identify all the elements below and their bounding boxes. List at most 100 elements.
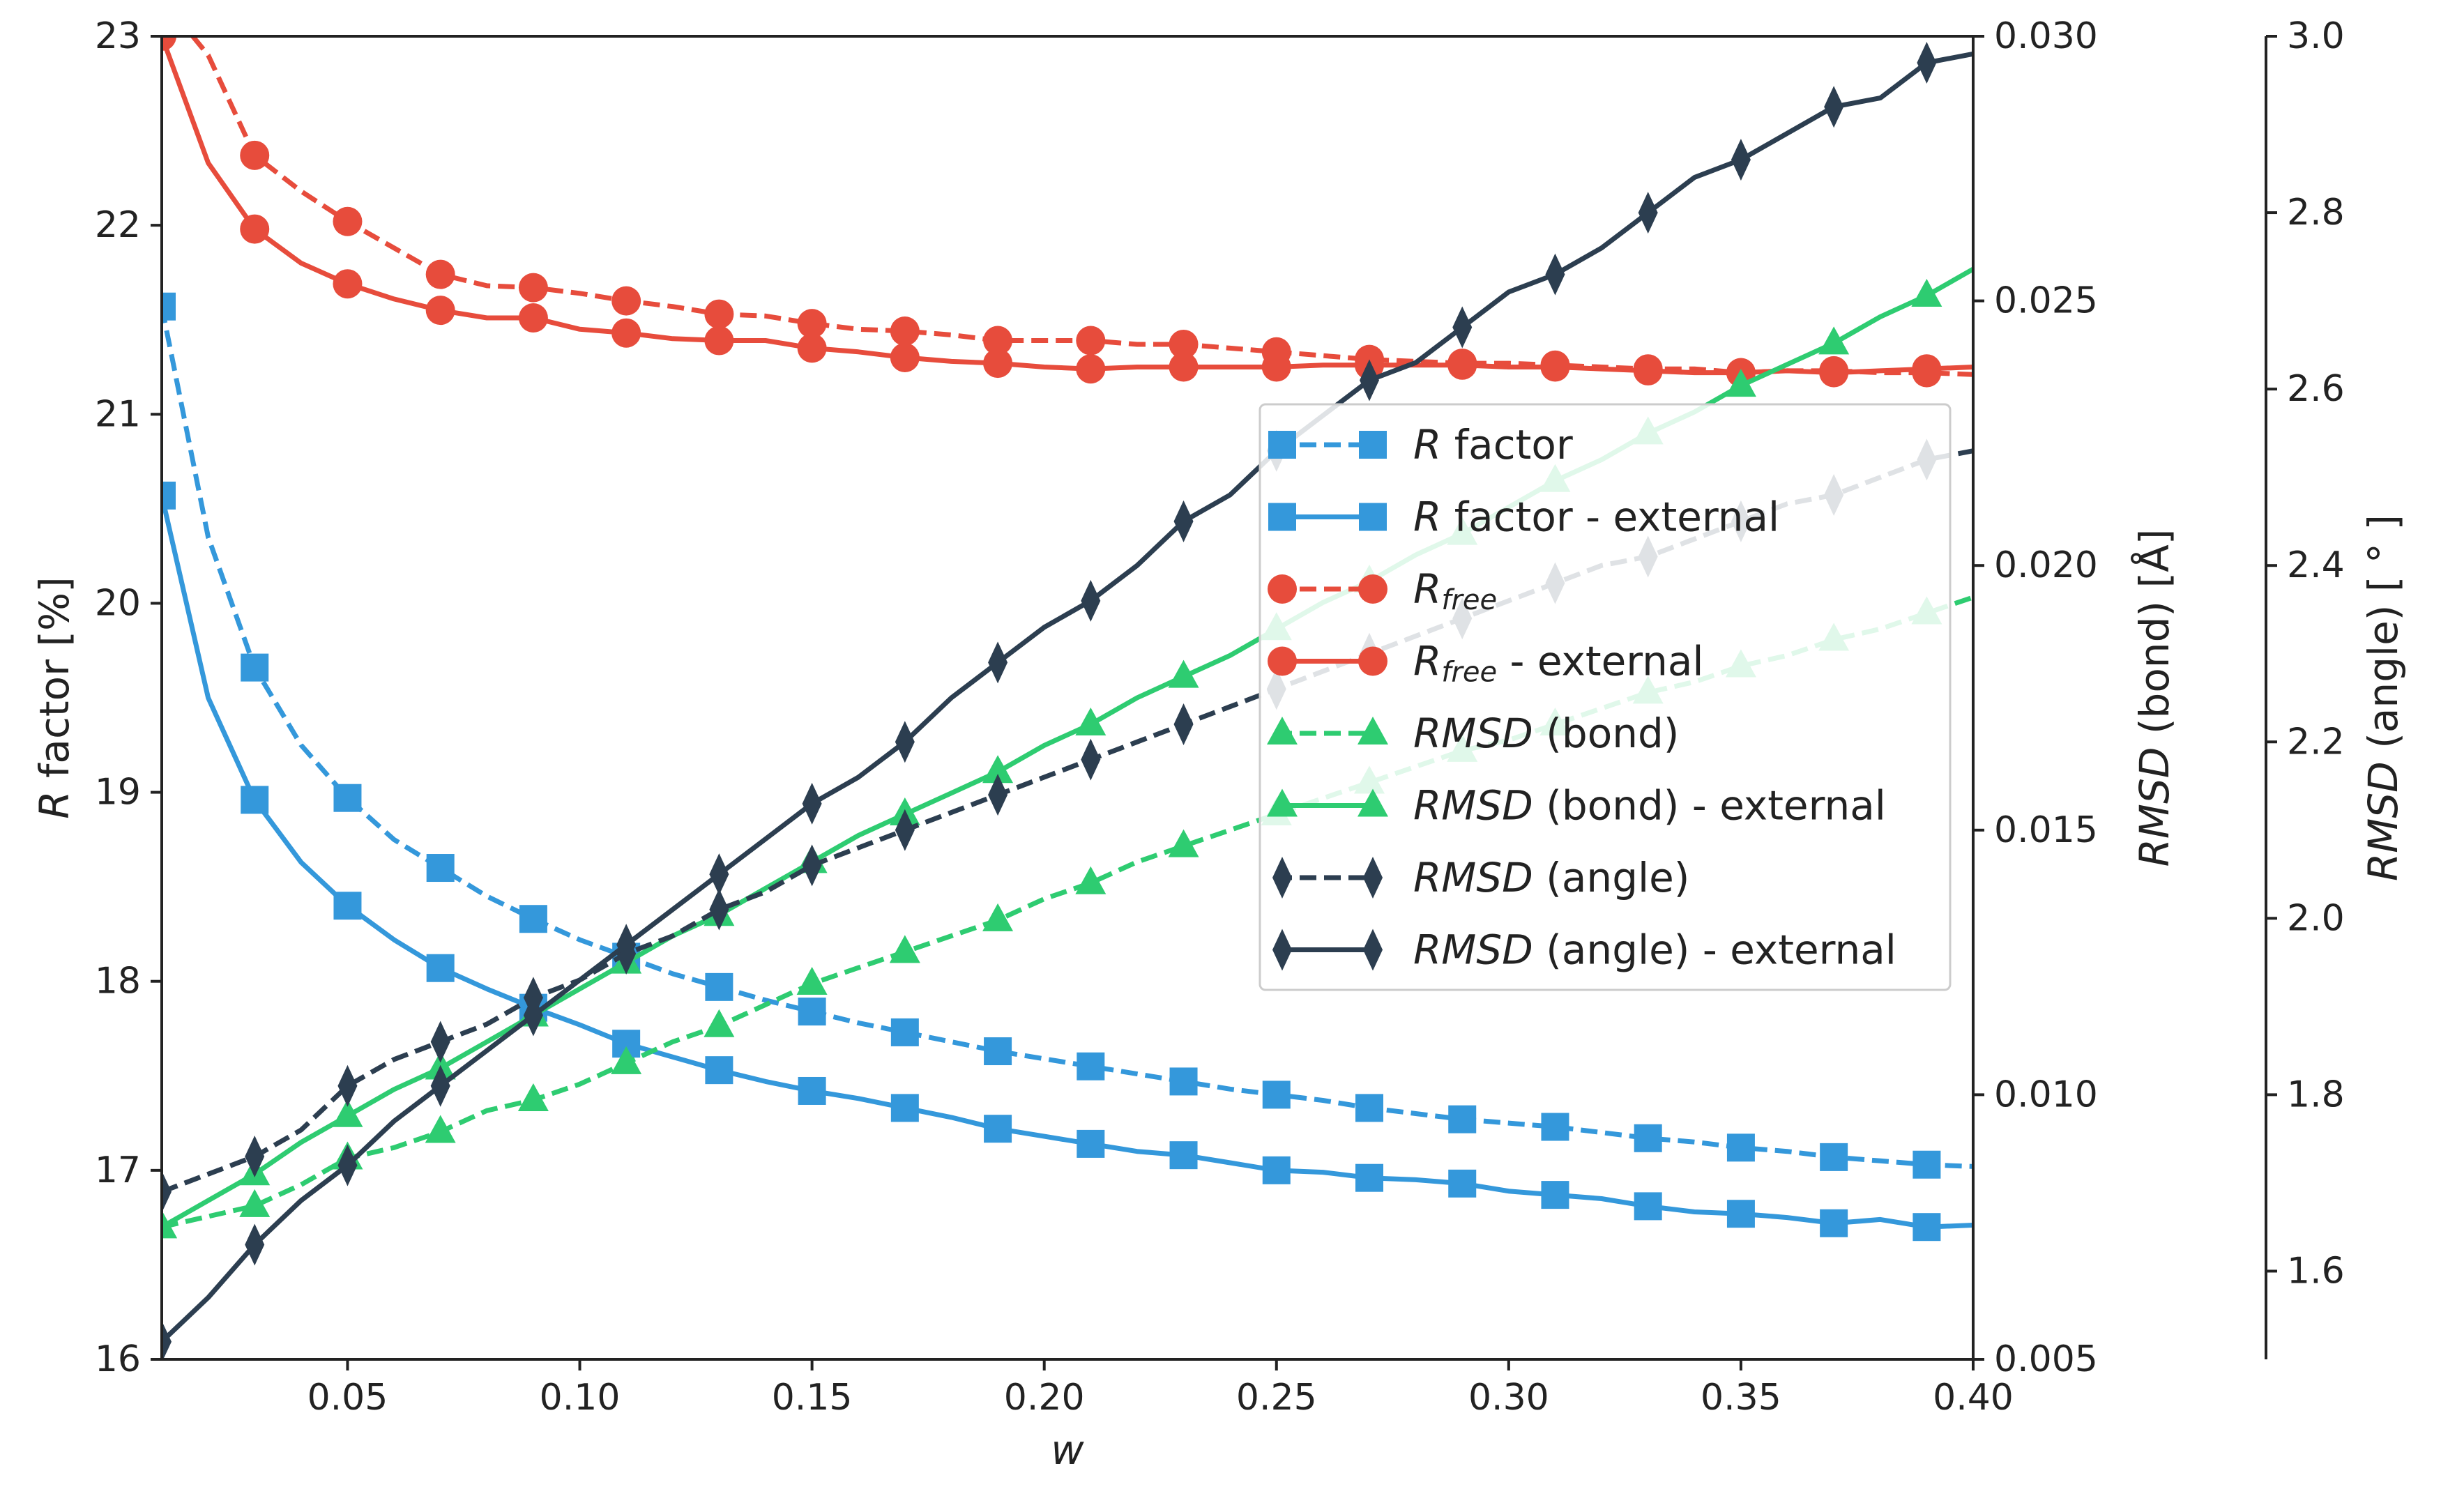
data-point [705,972,733,1001]
data-point [1173,500,1194,542]
axes-layer: 0.05 0.10 0.15 0.20 0.25 0.30 0.35 0.40 16 17 18 19… [31,15,2407,1474]
series-3 [162,36,1973,388]
data-point [611,318,641,348]
data-point [890,342,920,372]
data-point [333,206,363,236]
legend-entry: RMSD (angle) [1272,854,1689,901]
legend-box [1258,403,1952,991]
legend-label: R factor - external [1413,494,1779,541]
left-y-axis-label: R factor [%] [31,576,78,818]
legend-marker [1363,929,1383,971]
data-point [889,935,920,963]
data-point [1169,1141,1198,1170]
data-point [517,1083,549,1111]
data-point [797,309,827,339]
bond-y-tick-label: 0.005 [1994,1338,2098,1380]
legend-marker [1363,857,1383,899]
data-point [988,774,1008,816]
data-point [1169,1067,1198,1096]
legend-label: RMSD (angle) - external [1413,926,1896,974]
legend-marker [1272,929,1292,971]
legend-label: Rfree - external [1413,638,1704,689]
data-point [1077,1052,1105,1080]
legend-marker [1267,788,1298,817]
data-point [1261,352,1291,382]
data-point [797,333,827,363]
data-point [1726,1200,1755,1228]
legend-label: RMSD (bond) - external [1413,782,1886,830]
data-point [1638,192,1658,234]
x-tick-label: 0.40 [1933,1377,2014,1419]
data-point [425,296,455,326]
data-point [1081,579,1101,622]
series-2 [189,36,1973,388]
series-0 [162,292,1973,1179]
data-point [239,1189,271,1217]
data-point [426,854,455,883]
data-point [1634,1192,1662,1221]
data-point [798,1076,826,1105]
data-point [1820,1209,1848,1237]
data-point [1819,358,1849,388]
data-point [890,316,920,346]
data-point [245,1135,265,1177]
data-point [518,303,548,333]
series-line [162,36,1973,376]
data-point [1634,1124,1662,1152]
data-point [890,1094,919,1122]
data-point [1262,1080,1291,1109]
data-point [523,994,543,1037]
data-point [333,892,362,920]
left-y-tick-label: 20 [95,582,141,624]
data-point [241,653,269,682]
legend-marker [1358,574,1387,604]
data-point [1081,738,1101,781]
data-point [1820,1143,1848,1171]
data-point [704,1009,735,1037]
data-point [1541,1181,1569,1209]
data-point [1731,139,1751,181]
angle-y-tick-label: 2.2 [2287,721,2345,763]
bond-y-tick-label: 0.015 [1994,809,2098,851]
data-point [1168,659,1199,688]
series-line [162,495,1973,1230]
legend-marker [1267,717,1298,744]
data-point [519,905,547,933]
data-point [988,641,1008,684]
legend-label: RMSD (bond) [1413,710,1679,757]
data-point [890,1018,919,1046]
legend-marker [1268,574,1297,604]
data-point [982,755,1014,784]
legend-marker [1268,646,1297,676]
legend-entry: RMSD (bond) - external [1267,782,1886,830]
data-point [802,782,822,825]
data-point [983,349,1013,379]
data-point [1912,354,1942,384]
data-point [1075,866,1107,894]
left-y-tick-label: 22 [95,204,141,246]
angle-y-tick-label: 2.0 [2287,897,2345,939]
data-point [802,844,822,887]
data-point [1818,326,1850,355]
angle-y-tick-label: 3.0 [2287,15,2345,57]
data-point [430,1064,450,1107]
x-tick-label: 0.25 [1236,1377,1317,1419]
legend-marker [1358,717,1388,744]
data-point [984,1115,1012,1143]
series-line [189,36,1973,377]
data-point [1452,306,1473,349]
data-point [1077,1129,1105,1158]
data-point [798,998,826,1026]
data-point [611,1046,642,1074]
angle-y-tick-label: 2.4 [2287,544,2345,586]
data-point [611,286,641,316]
data-point [1355,1094,1383,1122]
data-point [984,1037,1012,1066]
data-point [162,292,176,321]
data-point [333,269,363,299]
x-tick-label: 0.20 [1004,1377,1085,1419]
angle-y-tick-label: 2.8 [2287,192,2345,234]
data-point [1169,329,1199,359]
series-1 [162,481,1973,1242]
